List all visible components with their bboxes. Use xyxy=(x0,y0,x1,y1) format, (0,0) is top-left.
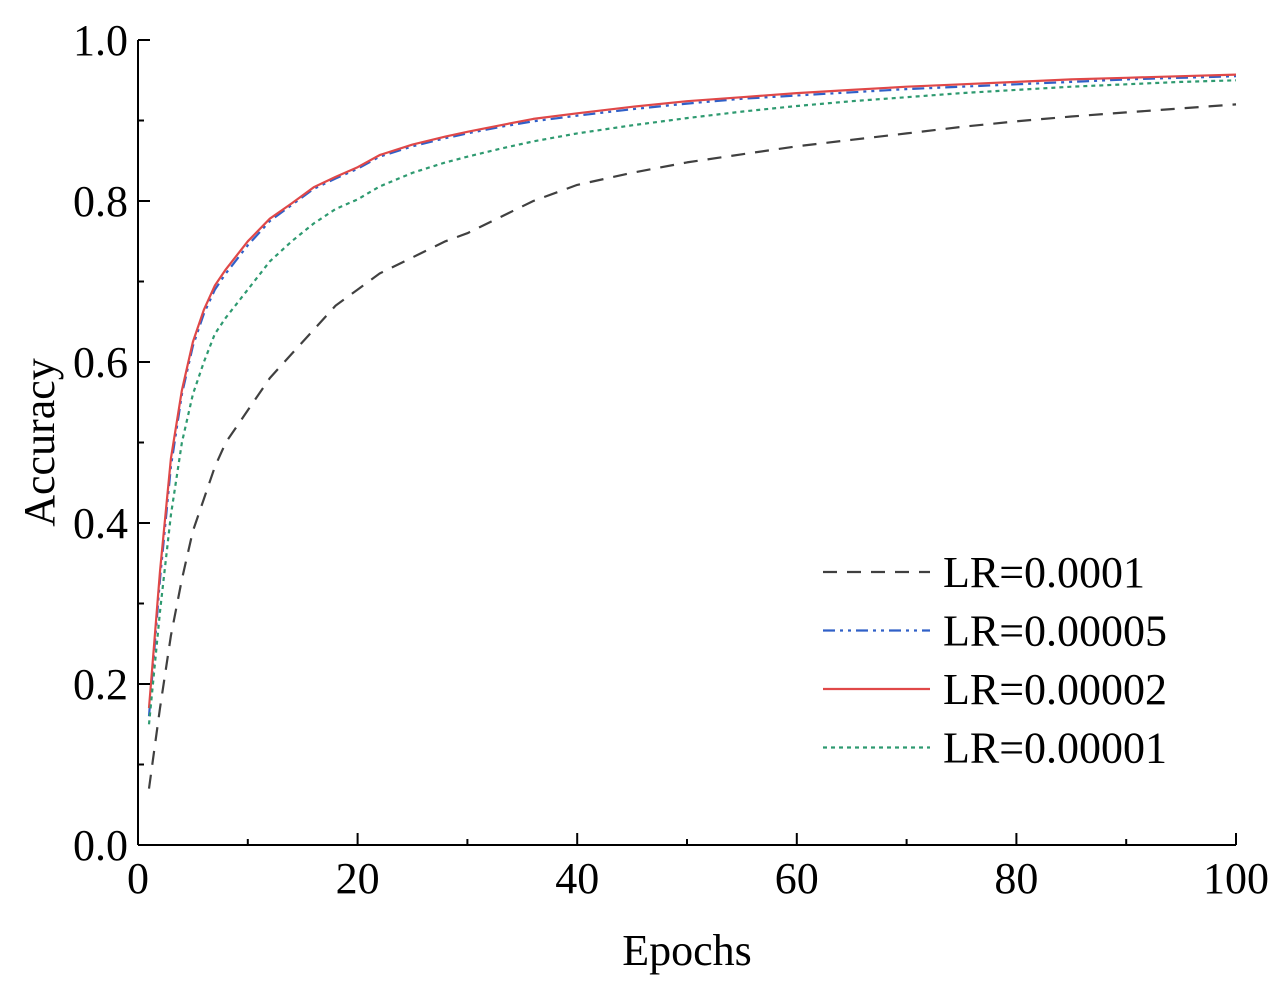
y-tick-label: 0.6 xyxy=(73,338,128,387)
legend: LR=0.0001 LR=0.00005 LR=0.00002 LR=0.00001 xyxy=(823,548,1167,773)
x-axis-title: Epochs xyxy=(622,926,752,975)
y-tick-label: 0.0 xyxy=(73,821,128,870)
legend-label: LR=0.00002 xyxy=(943,665,1167,714)
y-tick-label: 0.8 xyxy=(73,177,128,226)
legend-label: LR=0.00001 xyxy=(943,724,1167,773)
x-tick-label: 40 xyxy=(555,854,599,903)
y-tick-label: 1.0 xyxy=(73,16,128,65)
legend-label: LR=0.00005 xyxy=(943,607,1167,656)
x-tick-label: 100 xyxy=(1203,854,1269,903)
x-tick-label: 0 xyxy=(127,854,149,903)
series-line-1 xyxy=(147,103,1237,789)
series-line-3 xyxy=(147,73,1237,709)
legend-label: LR=0.0001 xyxy=(943,548,1145,597)
x-ticks: 0 20 40 60 80 100 xyxy=(127,833,1269,903)
series-line-4 xyxy=(147,79,1237,725)
y-ticks: 0.0 0.2 0.4 0.6 0.8 1.0 xyxy=(73,16,150,870)
y-axis-title: Accuracy xyxy=(15,358,64,527)
x-tick-label: 60 xyxy=(775,854,819,903)
x-tick-label: 20 xyxy=(336,854,380,903)
y-tick-label: 0.4 xyxy=(73,499,128,548)
plot-lines xyxy=(147,73,1237,789)
x-tick-label: 80 xyxy=(994,854,1038,903)
y-tick-label: 0.2 xyxy=(73,660,128,709)
